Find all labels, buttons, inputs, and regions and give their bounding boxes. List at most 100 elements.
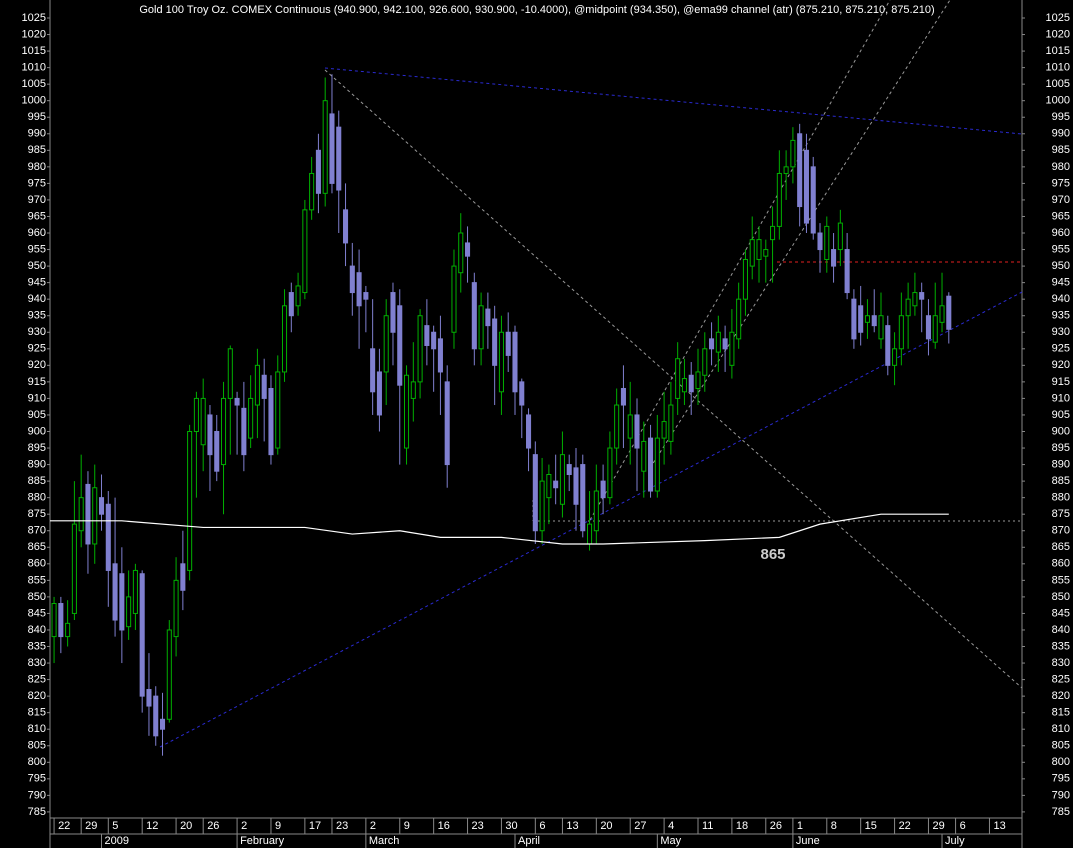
candle-body bbox=[763, 249, 769, 257]
candle-body bbox=[119, 573, 125, 631]
candle-body bbox=[566, 464, 572, 475]
candle-body bbox=[261, 374, 267, 399]
y-tick-label: 845 bbox=[28, 607, 46, 619]
y-tick-label-right: 1000 bbox=[1046, 95, 1070, 107]
candle-body bbox=[431, 331, 437, 350]
x-tick-label: 23 bbox=[336, 820, 348, 832]
candle-body bbox=[756, 239, 762, 260]
y-tick-label: 1025 bbox=[22, 12, 46, 24]
x-tick-label: 6 bbox=[960, 820, 966, 832]
candle-body bbox=[905, 298, 911, 317]
candle-body bbox=[526, 414, 532, 449]
candle-body bbox=[214, 430, 220, 472]
month-label: July bbox=[945, 835, 965, 847]
candle-body bbox=[58, 603, 64, 638]
y-tick-label-right: 790 bbox=[1052, 789, 1070, 801]
y-tick-label: 855 bbox=[28, 574, 46, 586]
candle-body bbox=[702, 348, 708, 376]
candle-body bbox=[370, 348, 376, 393]
candle-body bbox=[471, 282, 477, 350]
y-tick-label-right: 865 bbox=[1052, 541, 1070, 553]
candle-body bbox=[159, 718, 166, 730]
candle-body bbox=[187, 430, 193, 571]
y-tick-label-right: 855 bbox=[1052, 574, 1070, 586]
y-tick-label: 900 bbox=[28, 425, 46, 437]
y-tick-label-right: 955 bbox=[1052, 243, 1070, 255]
y-tick-label-right: 915 bbox=[1052, 376, 1070, 388]
x-tick-label: 16 bbox=[438, 820, 450, 832]
candle-body bbox=[573, 467, 579, 505]
candle-body bbox=[397, 305, 403, 386]
y-tick-label: 1000 bbox=[22, 95, 46, 107]
x-tick-label: 4 bbox=[668, 820, 674, 832]
y-tick-label-right: 900 bbox=[1052, 425, 1070, 437]
y-tick-label-right: 895 bbox=[1052, 442, 1070, 454]
x-tick-label: 2 bbox=[241, 820, 247, 832]
y-tick-label-right: 1015 bbox=[1046, 45, 1070, 57]
y-tick-label-right: 1010 bbox=[1046, 62, 1070, 74]
x-tick-label: 12 bbox=[146, 820, 158, 832]
y-tick-label-right: 985 bbox=[1052, 144, 1070, 156]
y-tick-label-right: 975 bbox=[1052, 177, 1070, 189]
y-tick-label: 965 bbox=[28, 210, 46, 222]
y-tick-label-right: 805 bbox=[1052, 740, 1070, 752]
candle-body bbox=[302, 209, 308, 294]
y-tick-label: 950 bbox=[28, 260, 46, 272]
y-tick-label: 915 bbox=[28, 376, 46, 388]
y-tick-label: 805 bbox=[28, 740, 46, 752]
candle-body bbox=[193, 397, 199, 432]
candle-body bbox=[559, 454, 565, 505]
y-tick-label: 985 bbox=[28, 144, 46, 156]
y-tick-label-right: 820 bbox=[1052, 690, 1070, 702]
trendline bbox=[324, 69, 1023, 689]
y-tick-label-right: 960 bbox=[1052, 227, 1070, 239]
x-tick-label: 2 bbox=[370, 820, 376, 832]
candle-body bbox=[356, 272, 362, 307]
y-tick-label: 885 bbox=[28, 475, 46, 487]
candle-body bbox=[220, 397, 227, 466]
candle-body bbox=[207, 414, 213, 456]
y-tick-label: 920 bbox=[28, 359, 46, 371]
candle-body bbox=[492, 318, 498, 366]
candle-body bbox=[648, 437, 654, 492]
candle-body bbox=[546, 473, 552, 499]
candle-body bbox=[742, 258, 748, 300]
candle-body bbox=[580, 464, 586, 532]
y-tick-label: 925 bbox=[28, 343, 46, 355]
candle-body bbox=[65, 622, 71, 638]
candle-body bbox=[837, 222, 843, 251]
y-tick-label: 955 bbox=[28, 243, 46, 255]
candle-body bbox=[363, 292, 369, 300]
trendline bbox=[159, 291, 1023, 748]
y-tick-label-right: 870 bbox=[1052, 525, 1070, 537]
y-tick-label: 810 bbox=[28, 723, 46, 735]
y-tick-label-right: 880 bbox=[1052, 492, 1070, 504]
candle-body bbox=[878, 315, 884, 340]
y-tick-label: 795 bbox=[28, 773, 46, 785]
y-tick-label-right: 850 bbox=[1052, 591, 1070, 603]
month-label: March bbox=[369, 835, 400, 847]
y-tick-label-right: 825 bbox=[1052, 673, 1070, 685]
month-label: February bbox=[240, 835, 285, 847]
y-tick-label: 880 bbox=[28, 492, 46, 504]
x-tick-label: 30 bbox=[505, 820, 517, 832]
y-tick-label: 910 bbox=[28, 392, 46, 404]
candle-body bbox=[410, 381, 416, 399]
candle-body bbox=[173, 579, 179, 638]
x-tick-label: 5 bbox=[112, 820, 118, 832]
y-tick-label: 960 bbox=[28, 227, 46, 239]
x-tick-label: 17 bbox=[309, 820, 321, 832]
y-tick-label: 1015 bbox=[22, 45, 46, 57]
y-tick-label-right: 980 bbox=[1052, 161, 1070, 173]
annotation: 865 bbox=[760, 546, 785, 563]
y-tick-label: 995 bbox=[28, 111, 46, 123]
y-tick-label-right: 935 bbox=[1052, 310, 1070, 322]
x-tick-label: 22 bbox=[899, 820, 911, 832]
candle-body bbox=[898, 315, 904, 350]
candle-body bbox=[675, 358, 681, 399]
y-tick-label-right: 920 bbox=[1052, 359, 1070, 371]
y-tick-label-right: 965 bbox=[1052, 210, 1070, 222]
trendline bbox=[649, 0, 951, 469]
candle-body bbox=[349, 265, 355, 294]
